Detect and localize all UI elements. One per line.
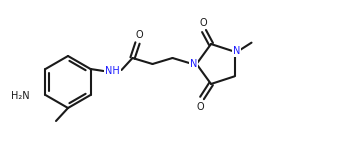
Text: NH: NH — [105, 66, 120, 76]
Text: H₂N: H₂N — [11, 91, 30, 101]
Text: N: N — [233, 46, 240, 56]
Text: O: O — [199, 18, 207, 28]
Text: O: O — [136, 30, 143, 40]
Text: O: O — [196, 102, 204, 112]
Text: N: N — [190, 59, 197, 69]
